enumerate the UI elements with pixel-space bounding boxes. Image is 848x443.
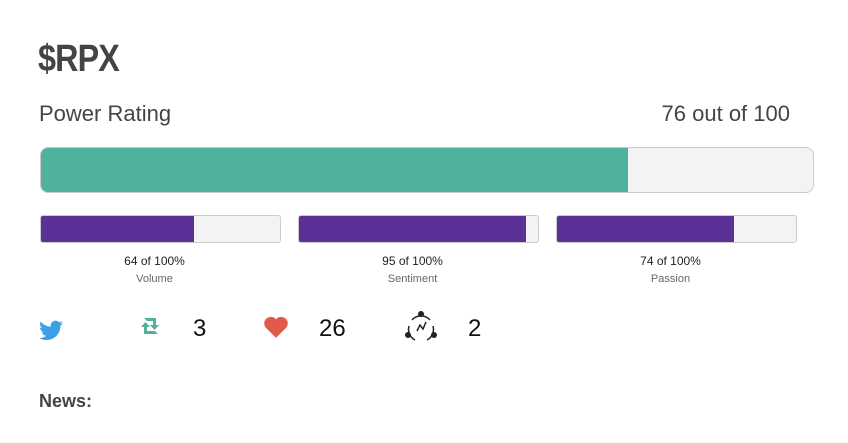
news-label: News:	[39, 391, 93, 411]
metric-bar	[556, 215, 797, 243]
power-rating-fill	[41, 148, 628, 192]
metric-bar	[40, 215, 281, 243]
power-rating-value: 76 out of 100	[661, 101, 790, 126]
network-icon[interactable]	[404, 310, 438, 344]
metric-fill	[41, 216, 194, 242]
title: $RPX	[38, 38, 120, 80]
metric-fill	[557, 216, 734, 242]
metric-bar	[298, 215, 539, 243]
metric-fill	[299, 216, 527, 242]
twitter-icon[interactable]	[38, 318, 64, 344]
metric-name: Passion	[650, 273, 691, 285]
network-count: 2	[468, 315, 482, 342]
metric-name: Sentiment	[387, 273, 438, 285]
power-rating-bar	[40, 147, 814, 193]
metric-value: 95 of 100%	[382, 254, 443, 268]
like-count: 26	[319, 315, 346, 342]
metric-name: Volume	[136, 273, 173, 285]
retweet-count: 3	[193, 315, 207, 342]
metric-value: 74 of 100%	[640, 254, 701, 268]
retweet-icon[interactable]	[139, 316, 163, 336]
power-rating-label: Power Rating	[39, 101, 172, 126]
metric-value: 64 of 100%	[124, 254, 185, 268]
heart-icon[interactable]	[262, 315, 290, 339]
